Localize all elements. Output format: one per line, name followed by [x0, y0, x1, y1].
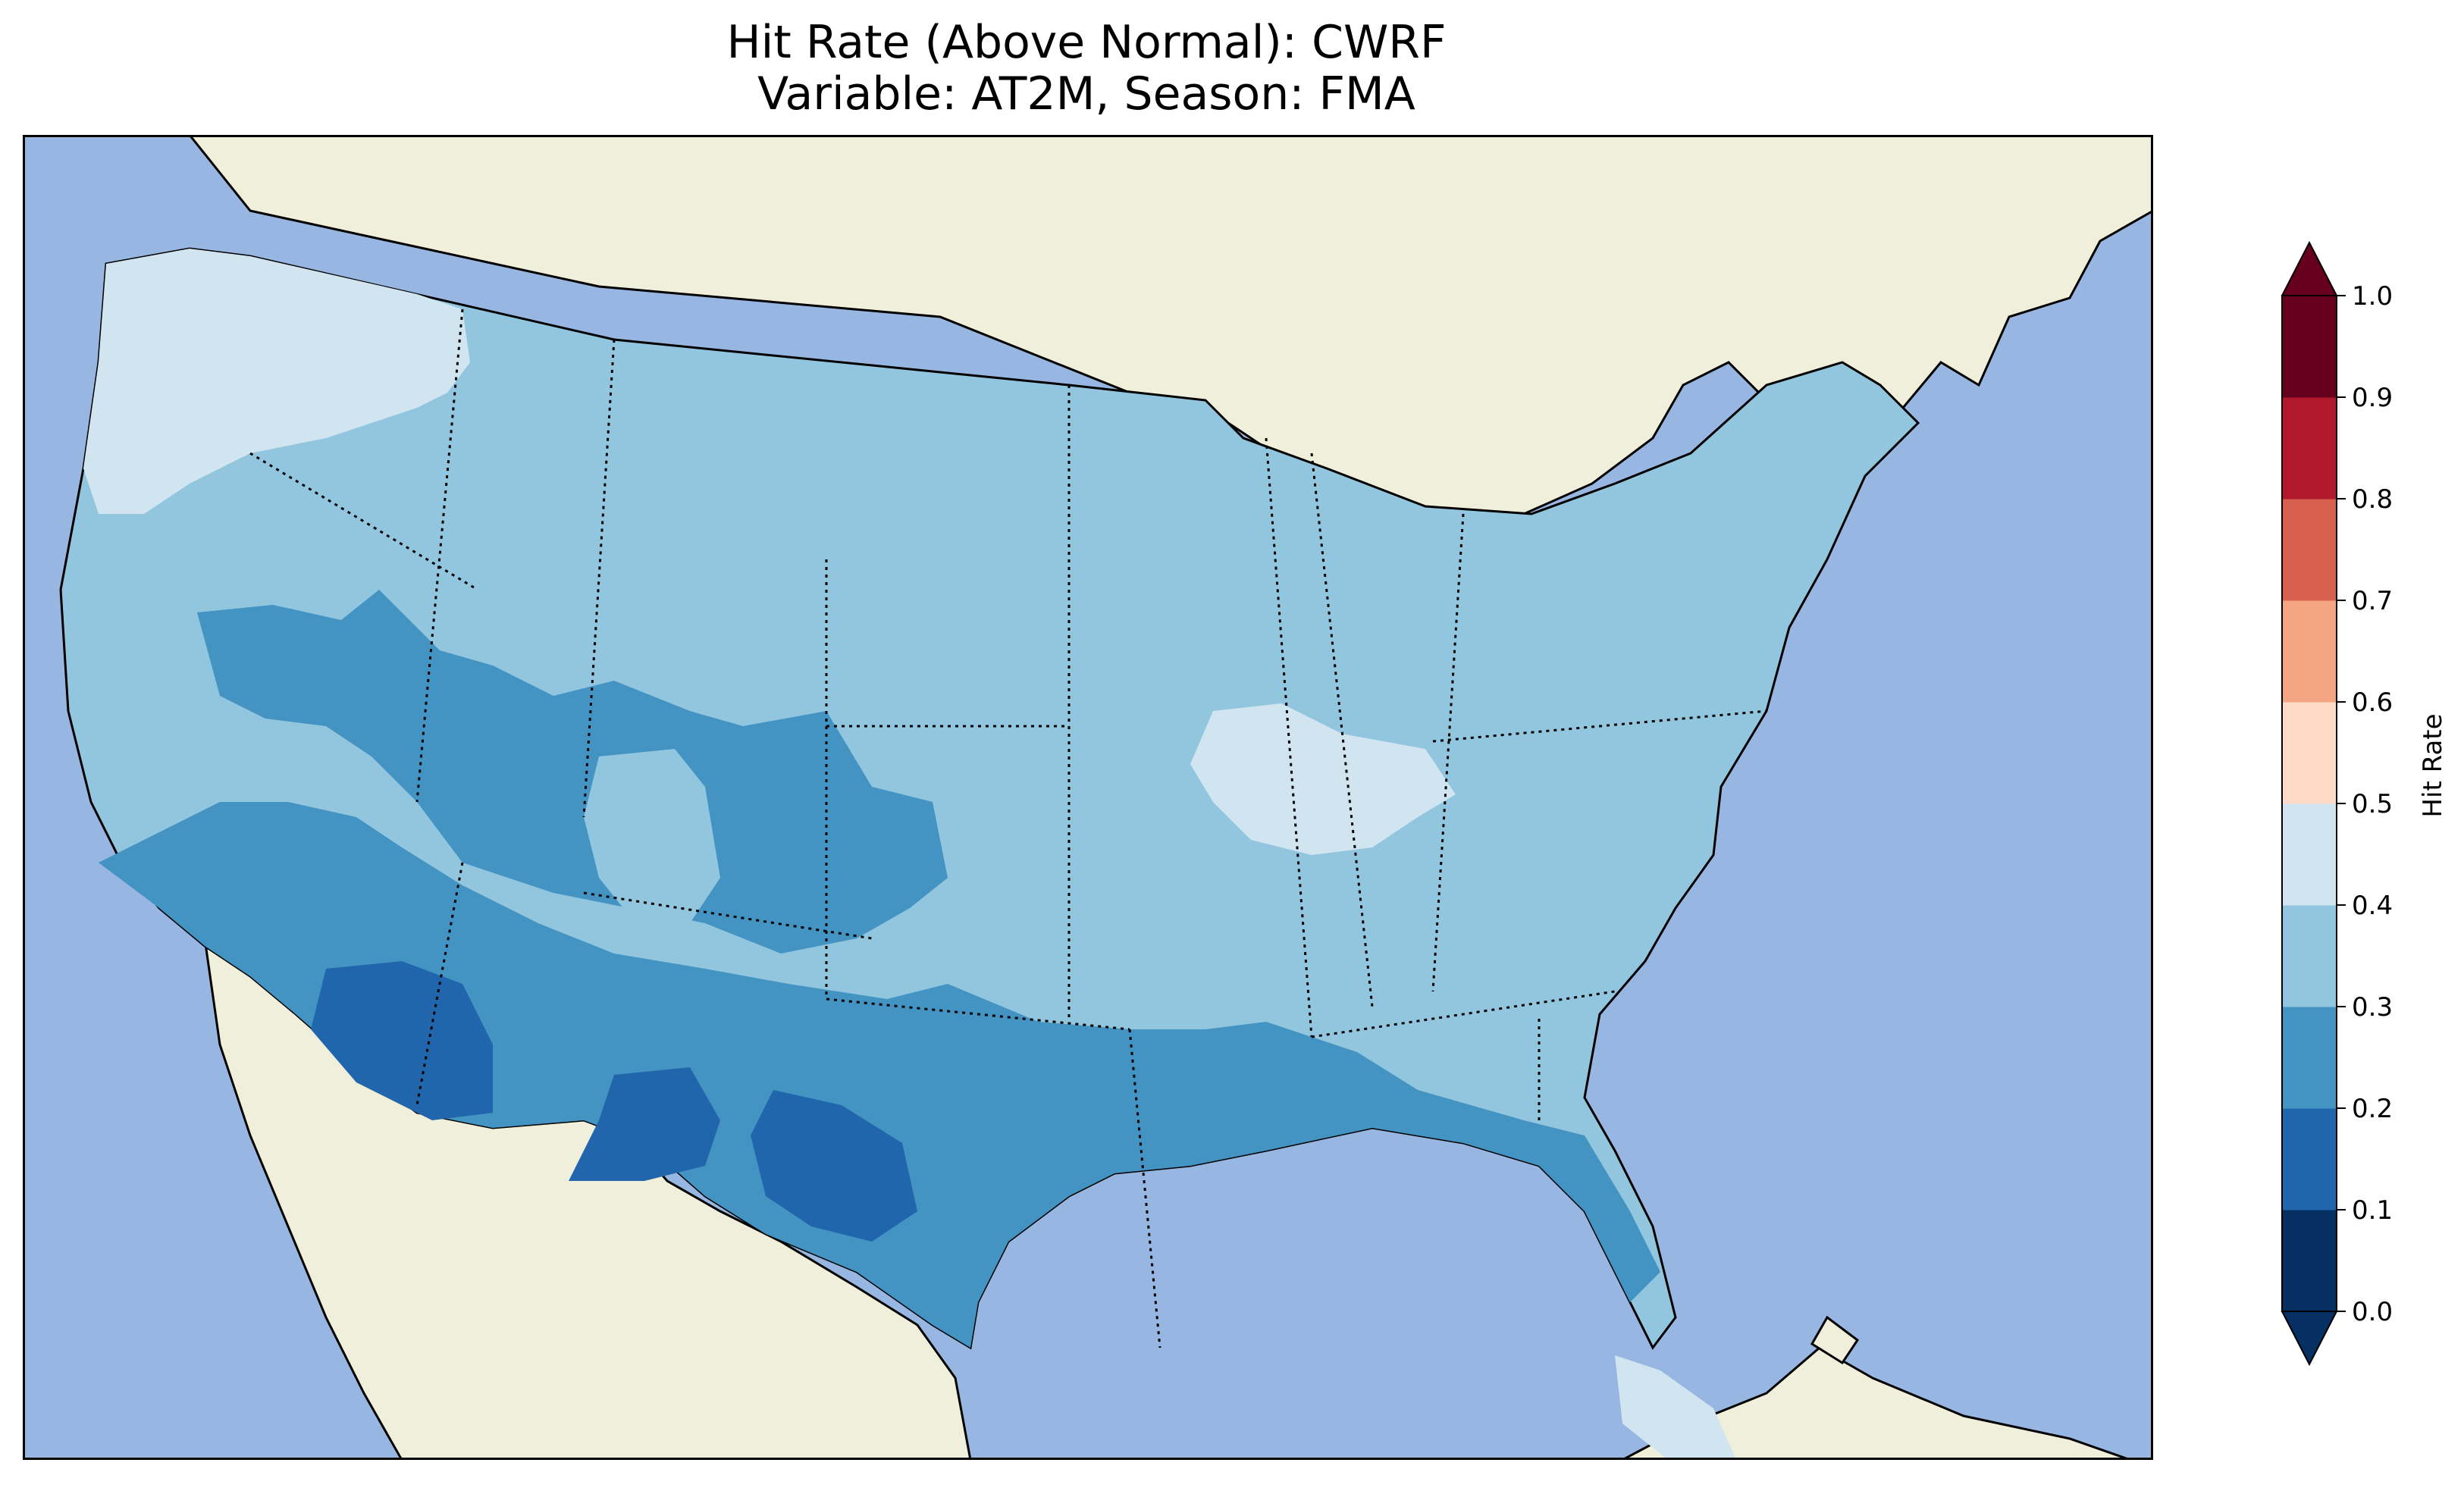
figure-title: Hit Rate (Above Normal): CWRF Variable: … [0, 17, 2173, 120]
colorbar-extend-min [2281, 1311, 2338, 1367]
title-line-1: Hit Rate (Above Normal): CWRF [726, 16, 1447, 69]
colorbar-bin [2282, 600, 2337, 703]
map-panel [23, 135, 2153, 1460]
colorbar-tick-label: 0.5 [2352, 789, 2393, 819]
region-pnw-04 [83, 249, 470, 514]
colorbar-extend-max [2281, 240, 2338, 296]
colorbar-bin [2282, 702, 2337, 804]
region-wtx-01 [751, 1090, 917, 1242]
colorbar: 0.0 0.1 0.2 0.3 0.4 0.5 0.6 0.7 0.8 0.9 1.0 Hit Ra… [2281, 240, 2448, 1367]
colorbar-tick-label: 0.9 [2352, 383, 2393, 413]
colorbar-tick-label: 0.1 [2352, 1195, 2393, 1226]
colorbar-tick-label: 1.0 [2352, 281, 2393, 312]
colorbar-bin [2282, 296, 2337, 398]
region-nm-01 [569, 1067, 720, 1181]
colorbar-label: Hit Rate [2418, 713, 2448, 817]
region-arizona-01 [311, 961, 493, 1120]
conus-hitrate-field [59, 247, 1920, 1460]
region-midwest-04 [1190, 703, 1456, 855]
region-southwest-02 [99, 802, 1660, 1348]
colorbar-tick-label: 0.7 [2352, 586, 2393, 616]
colorbar-tick-label: 0.6 [2352, 687, 2393, 718]
colorbar-bin [2282, 397, 2337, 500]
colorbar-bins [2281, 240, 2338, 1367]
colorbar-tick-label: 0.3 [2352, 992, 2393, 1023]
colorbar-bin [2282, 803, 2337, 906]
region-sfl-04 [1615, 1355, 1736, 1460]
title-line-2: Variable: AT2M, Season: FMA [757, 67, 1415, 121]
region-west-02 [197, 590, 948, 954]
colorbar-bin [2282, 905, 2337, 1007]
state-borders [249, 309, 1767, 1348]
colorbar-bin [2282, 1210, 2337, 1312]
colorbar-tick-label: 0.8 [2352, 484, 2393, 515]
colorbar-tick-label: 0.0 [2352, 1297, 2393, 1327]
colorbar-tick-label: 0.4 [2352, 891, 2393, 921]
colorbar-tick-label: 0.2 [2352, 1094, 2393, 1124]
colorbar-bin [2282, 1108, 2337, 1211]
colorbar-bin [2282, 1007, 2337, 1109]
colorbar-bin [2282, 499, 2337, 601]
map-frame-border [23, 135, 2153, 1460]
region-utah-03 [584, 749, 720, 923]
colorbar-ticks: 0.0 0.1 0.2 0.3 0.4 0.5 0.6 0.7 0.8 0.9 1.0 [2337, 281, 2393, 1327]
